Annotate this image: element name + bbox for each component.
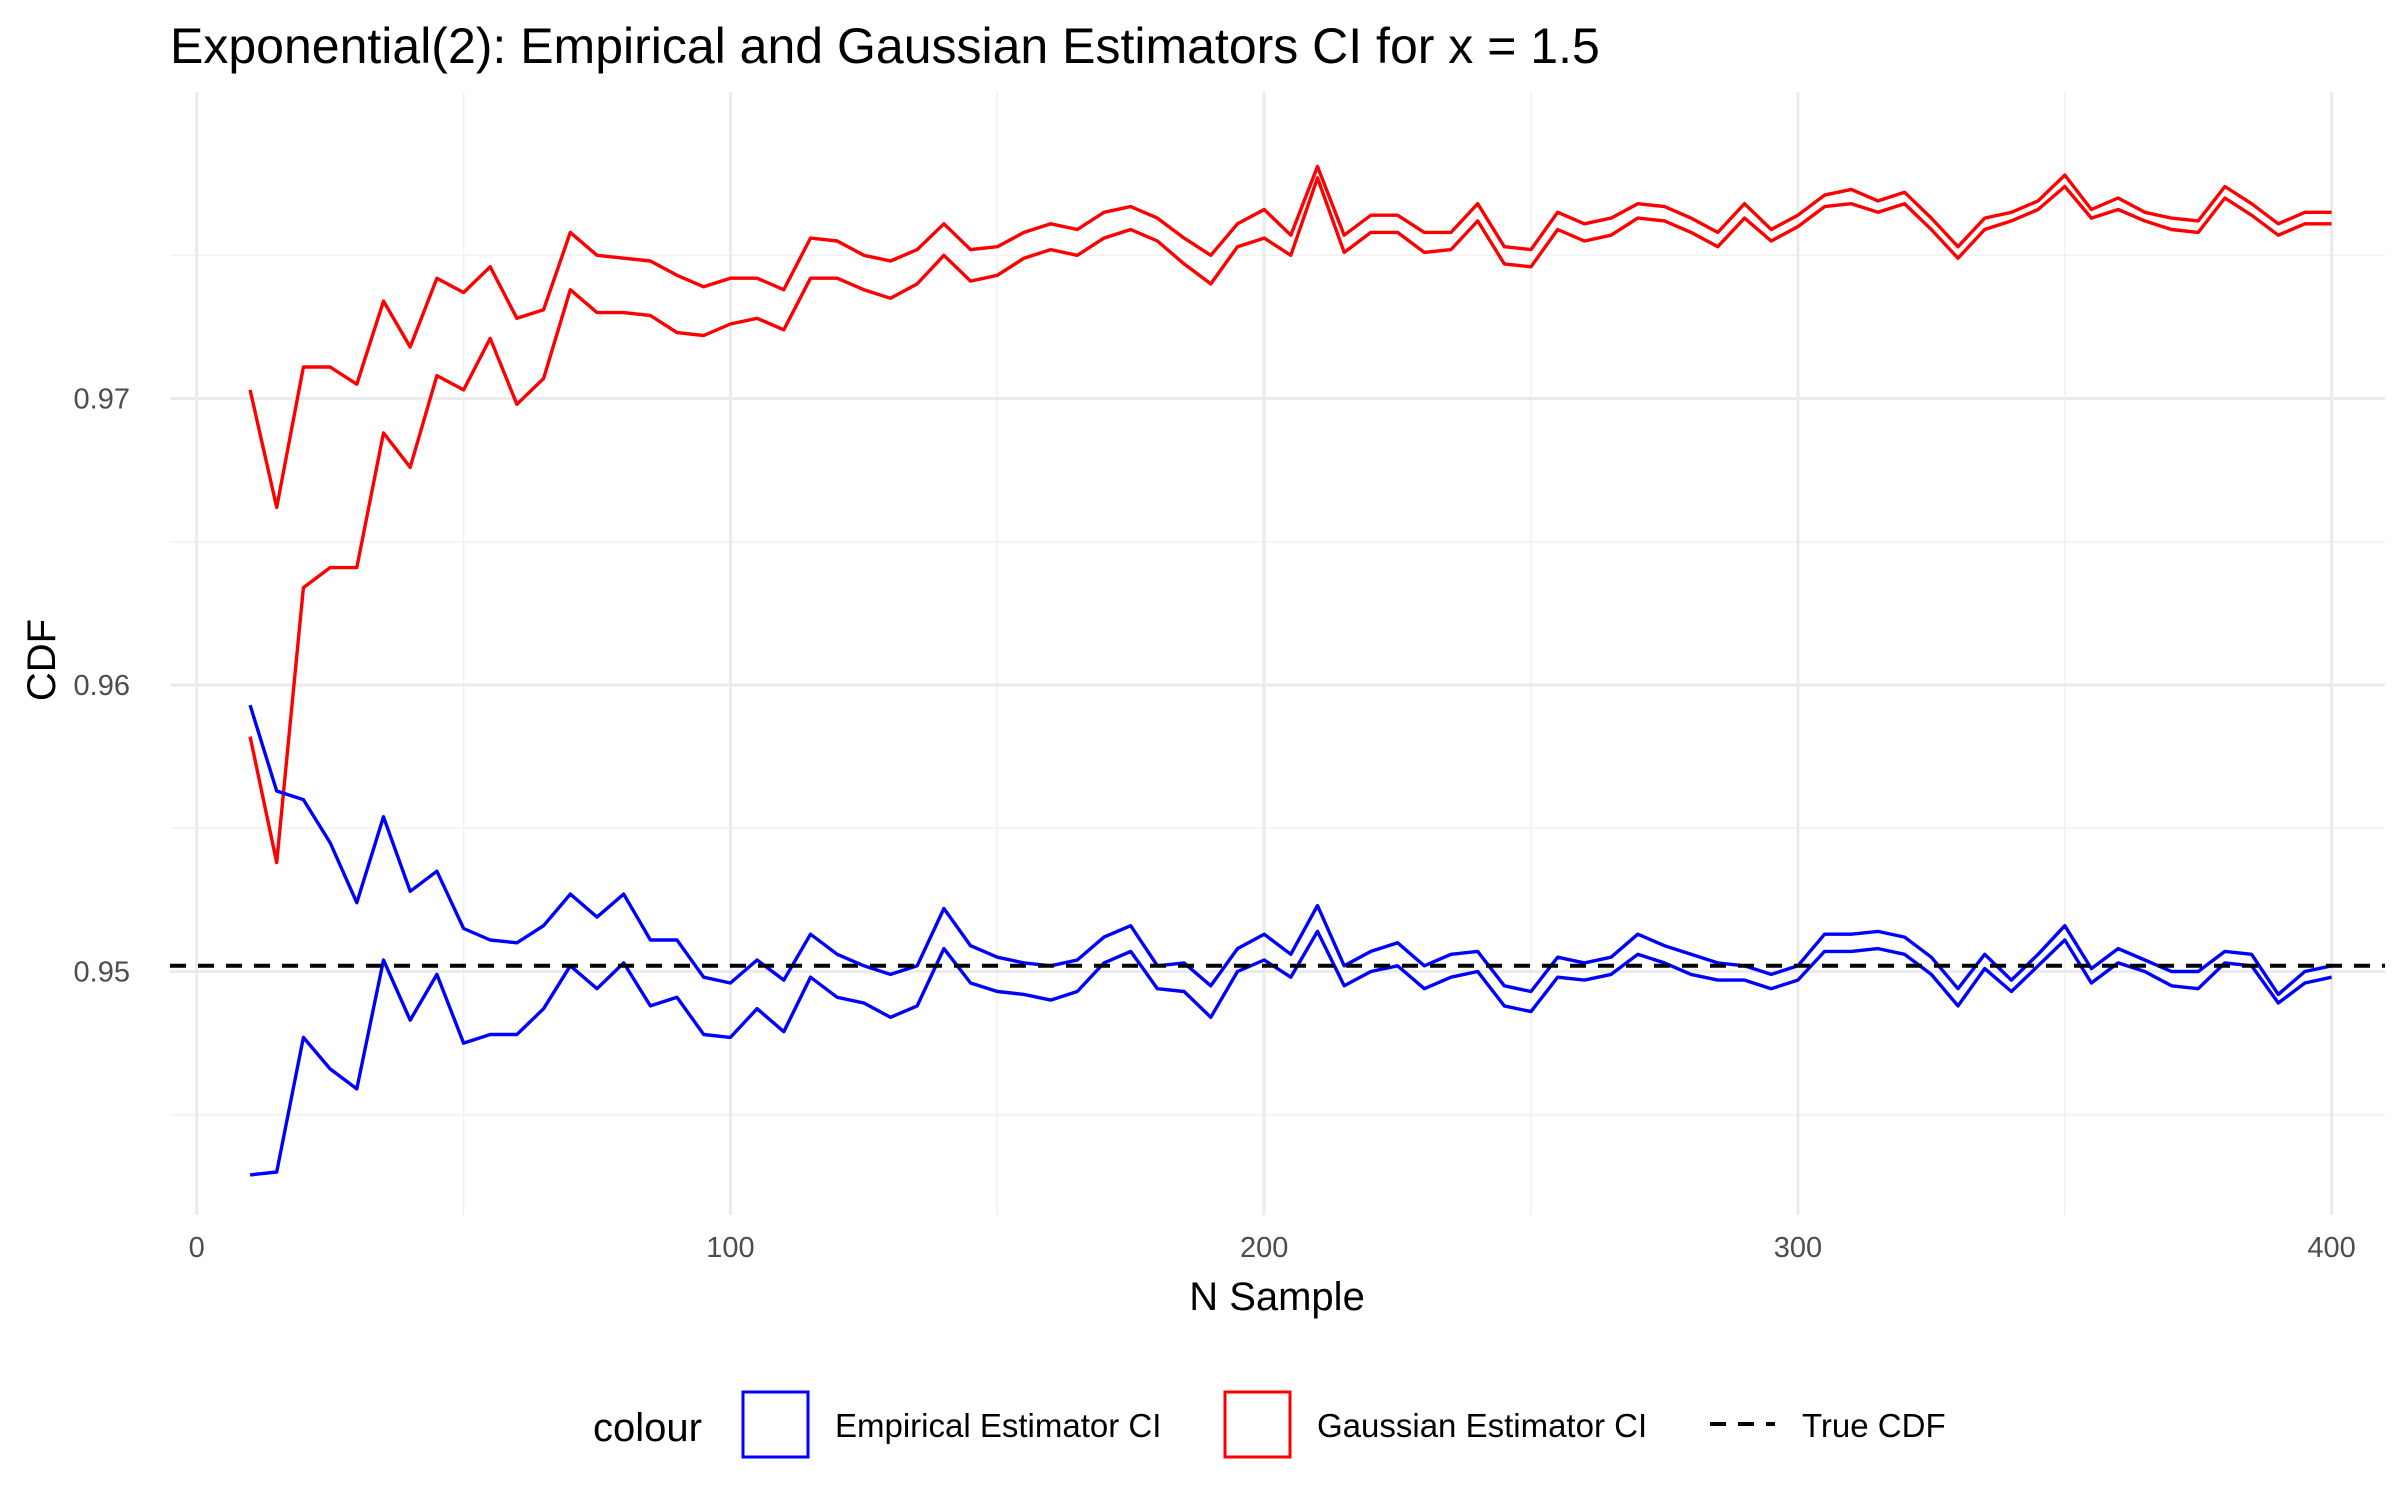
grid [170,92,2385,1215]
x-axis-title: N Sample [1189,1275,1365,1319]
x-tick-label: 0 [189,1232,205,1264]
chart-title: Exponential(2): Empirical and Gaussian E… [170,18,1600,74]
empirical-lower-line [249,929,2332,1177]
y-tick-label: 0.96 [74,670,130,702]
legend: colour Empirical Estimator CI Gaussian E… [593,1390,1946,1459]
y-tick-label: 0.97 [74,384,130,416]
series-lines [170,164,2385,1177]
legend-label-true-cdf: True CDF [1802,1407,1946,1444]
x-tick-label: 300 [1774,1232,1822,1264]
y-tick-label: 0.95 [74,956,130,988]
x-tick-label: 400 [2307,1232,2355,1264]
x-tick-label: 100 [706,1232,754,1264]
legend-key-empirical [741,1390,810,1459]
legend-title: colour [593,1406,702,1450]
gaussian-upper-line [248,164,2332,510]
legend-label-gaussian: Gaussian Estimator CI [1317,1407,1647,1444]
y-axis-title: CDF [20,619,64,701]
empirical-upper-line [248,704,2332,997]
legend-label-empirical: Empirical Estimator CI [835,1407,1161,1444]
gaussian-lower-line [248,176,2332,865]
x-tick-label: 200 [1240,1232,1288,1264]
axis-ticks: 0 100 200 300 400 0.95 0.96 0.97 [74,384,2356,1264]
legend-key-gaussian [1223,1390,1292,1459]
